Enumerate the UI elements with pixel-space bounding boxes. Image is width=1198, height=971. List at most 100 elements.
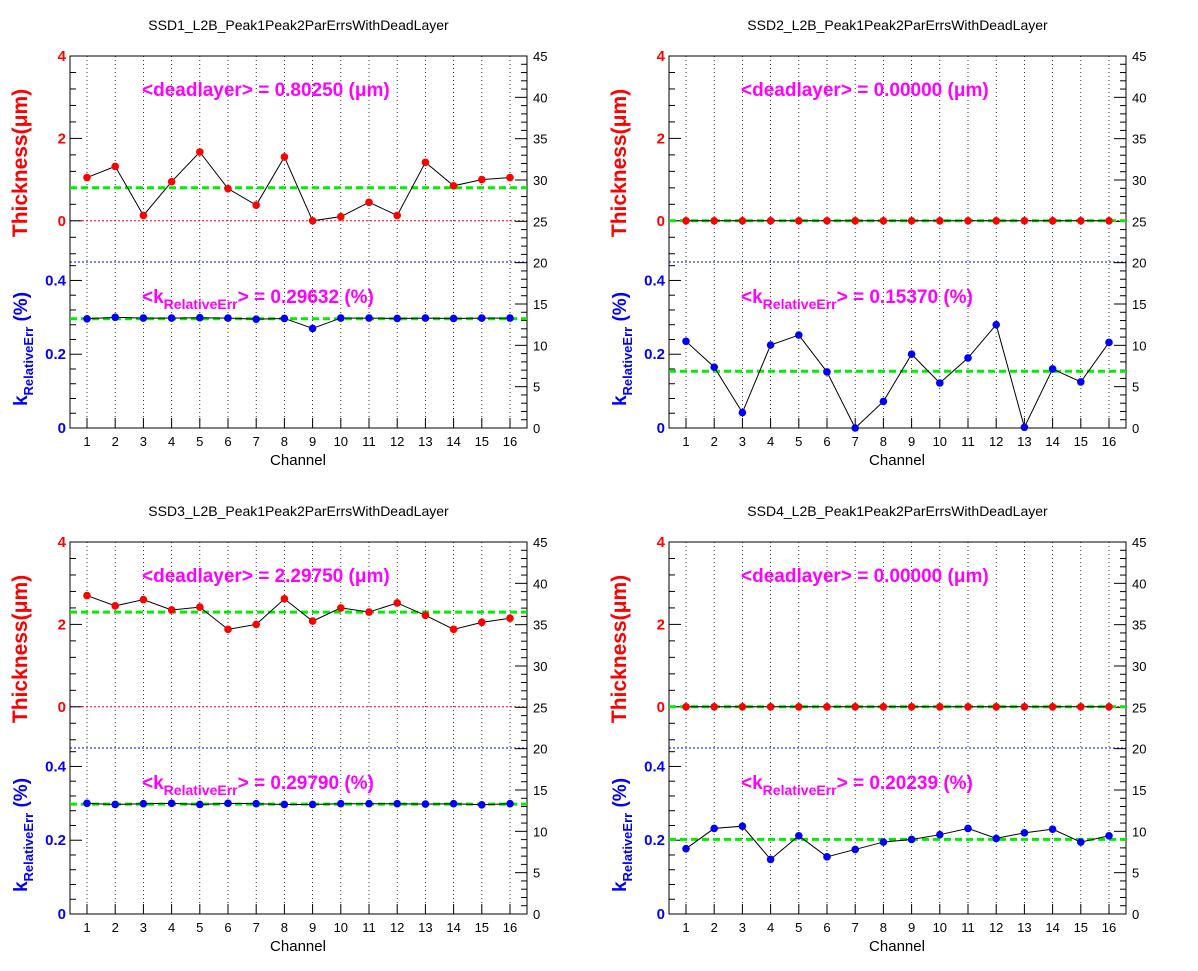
x-axis-label: Channel — [270, 938, 326, 955]
k-point-3 — [738, 408, 747, 417]
thickness-tick-label: 2 — [58, 616, 66, 633]
k-point-12 — [393, 799, 402, 808]
right-tick-label: 10 — [533, 338, 547, 353]
right-tick-label: 0 — [1132, 421, 1139, 436]
k-point-6 — [823, 368, 831, 376]
thickness-point-2 — [710, 217, 718, 225]
k-tick-label: 0.4 — [644, 758, 666, 775]
right-tick-label: 40 — [1132, 90, 1146, 105]
k-point-8 — [280, 800, 289, 809]
k-annotation-sub: RelativeErr — [164, 296, 238, 312]
k-series-line — [685, 825, 1110, 861]
thickness-tick-label: 2 — [657, 616, 665, 633]
right-tick-label: 15 — [533, 783, 547, 798]
x-tick-label: 5 — [795, 434, 802, 449]
thickness-point-16 — [1105, 703, 1113, 711]
x-tick-label: 6 — [823, 434, 830, 449]
k-mean-annotation: <kRelativeErr> = 0.29790 (%) — [142, 773, 374, 798]
thickness-axis-label: Thickness(μm) — [9, 89, 32, 237]
k-point-12 — [992, 320, 1000, 329]
k-point-7 — [851, 845, 859, 854]
k-point-11 — [365, 799, 373, 808]
right-tick-label: 25 — [533, 214, 547, 229]
k-tick-label: 0.2 — [644, 346, 665, 363]
k-point-2 — [111, 313, 119, 322]
right-tick-label: 10 — [533, 824, 547, 839]
thickness-point-7 — [252, 620, 260, 629]
x-tick-label: 15 — [475, 920, 489, 935]
x-tick-label: 4 — [168, 920, 175, 935]
thickness-point-11 — [964, 703, 972, 711]
plot-frame — [69, 541, 528, 915]
x-tick-label: 2 — [711, 434, 718, 449]
k-point-11 — [964, 354, 972, 362]
thickness-point-2 — [111, 162, 119, 171]
x-tick-label: 9 — [908, 920, 915, 935]
thickness-point-5 — [196, 148, 204, 156]
k-point-12 — [992, 834, 1000, 843]
x-tick-label: 13 — [1017, 434, 1031, 449]
k-tick-label: 0.4 — [45, 758, 67, 775]
thickness-point-11 — [365, 608, 373, 616]
x-tick-label: 7 — [253, 434, 260, 449]
right-tick-label: 5 — [1132, 380, 1139, 395]
thickness-point-2 — [710, 703, 718, 711]
k-point-3 — [738, 822, 747, 831]
k-axis-label: kRelativeErr (%) — [11, 292, 36, 406]
k-point-15 — [478, 801, 486, 809]
thickness-mean-annotation: <deadlayer> = 0.00000 (μm) — [741, 566, 989, 587]
right-tick-label: 30 — [1132, 173, 1146, 188]
k-point-9 — [907, 835, 916, 844]
thickness-point-10 — [936, 703, 944, 711]
right-tick-label: 40 — [533, 90, 547, 105]
thickness-point-13 — [1020, 703, 1029, 711]
x-tick-label: 11 — [362, 434, 376, 449]
k-point-11 — [964, 824, 972, 833]
k-point-1 — [83, 799, 91, 808]
right-tick-label: 15 — [533, 297, 547, 312]
k-point-14 — [449, 314, 458, 323]
k-annotation-post: > = 0.15370 (%) — [837, 287, 973, 308]
right-tick-label: 25 — [533, 700, 547, 715]
thickness-tick-label: 2 — [58, 130, 66, 147]
thickness-point-3 — [139, 211, 148, 220]
thickness-point-3 — [139, 595, 148, 604]
thickness-point-8 — [879, 217, 888, 225]
thickness-point-7 — [252, 201, 260, 209]
x-tick-label: 16 — [1102, 920, 1116, 935]
thickness-point-5 — [795, 703, 803, 711]
right-tick-label: 20 — [1132, 256, 1146, 271]
k-point-7 — [252, 315, 260, 323]
thickness-tick-label: 4 — [58, 534, 67, 551]
thickness-point-14 — [449, 181, 458, 190]
thickness-point-7 — [851, 217, 859, 225]
thickness-point-12 — [393, 211, 402, 220]
k-axis-label: kRelativeErr (%) — [610, 778, 635, 892]
k-annotation-pre: <k — [142, 287, 164, 308]
x-tick-label: 12 — [390, 434, 404, 449]
plot-frame — [668, 541, 1127, 915]
k-point-11 — [365, 314, 373, 322]
k-point-3 — [139, 799, 148, 808]
x-tick-label: 14 — [1045, 920, 1059, 935]
right-tick-label: 40 — [533, 576, 547, 591]
thickness-point-15 — [478, 175, 486, 184]
x-tick-label: 14 — [1045, 434, 1059, 449]
plot-frame — [69, 55, 528, 429]
k-point-13 — [1020, 829, 1029, 837]
k-point-14 — [1048, 825, 1057, 833]
k-point-13 — [421, 800, 430, 808]
right-tick-label: 35 — [533, 132, 547, 147]
thickness-point-14 — [1048, 217, 1057, 225]
x-tick-label: 9 — [309, 920, 316, 935]
k-point-14 — [1048, 365, 1057, 373]
chart-title: SSD2_L2B_Peak1Peak2ParErrsWithDeadLayer — [747, 17, 1048, 33]
x-tick-label: 16 — [503, 434, 517, 449]
k-axis-label: kRelativeErr (%) — [11, 778, 36, 892]
right-tick-label: 5 — [1132, 866, 1139, 881]
x-axis-label: Channel — [270, 452, 326, 469]
x-tick-label: 1 — [682, 434, 689, 449]
right-tick-label: 20 — [533, 256, 547, 271]
chart-title: SSD3_L2B_Peak1Peak2ParErrsWithDeadLayer — [148, 503, 449, 519]
